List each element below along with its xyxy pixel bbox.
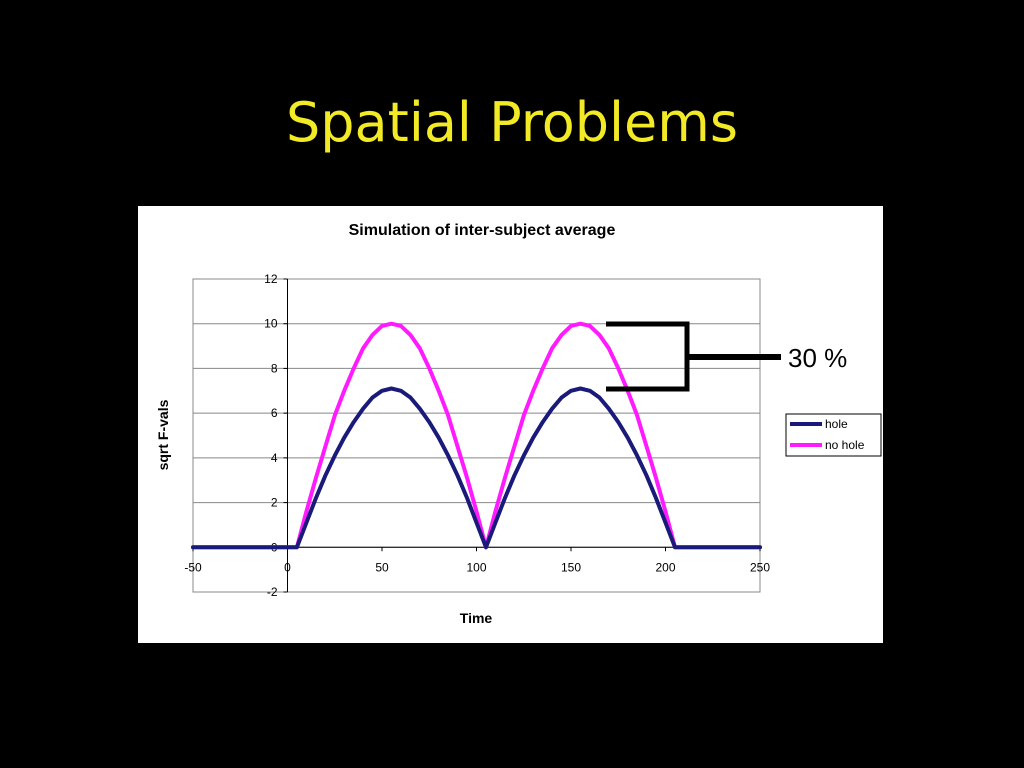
chart-panel: Simulation of inter-subject average -2 0 2… — [138, 206, 883, 643]
y-tick-label: 6 — [271, 406, 278, 420]
x-tick-label: 200 — [655, 560, 675, 574]
y-tick-label: 8 — [271, 361, 278, 375]
x-tick-label: 250 — [750, 560, 770, 574]
series-lines — [191, 321, 762, 550]
y-tick-label: 4 — [271, 451, 278, 465]
legend: hole no hole — [785, 413, 882, 457]
legend-label-no-hole: no hole — [825, 438, 865, 452]
bracket-annotation: 30 % — [606, 321, 847, 392]
y-tick-label: 2 — [271, 496, 278, 510]
chart-svg: Simulation of inter-subject average -2 0 2… — [155, 222, 882, 626]
y-tick-label: 10 — [264, 317, 278, 331]
series-line-no-hole — [191, 321, 762, 550]
x-tick-label: -50 — [184, 560, 202, 574]
legend-label-hole: hole — [825, 417, 848, 431]
annotation-label: 30 % — [788, 343, 847, 373]
legend-box — [785, 413, 882, 457]
y-tick-label: -2 — [267, 585, 278, 599]
x-axis-label: Time — [460, 610, 493, 626]
x-tick-label: 50 — [375, 560, 389, 574]
x-tick-label: 0 — [284, 560, 291, 574]
y-tick-label: 12 — [264, 272, 278, 286]
series-line-hole — [191, 386, 762, 550]
x-tick-label: 150 — [561, 560, 581, 574]
chart-title: Simulation of inter-subject average — [349, 222, 616, 239]
x-tick-label: 100 — [466, 560, 486, 574]
slide-title: Spatial Problems — [286, 91, 738, 154]
y-axis-label: sqrt F-vals — [155, 399, 171, 470]
